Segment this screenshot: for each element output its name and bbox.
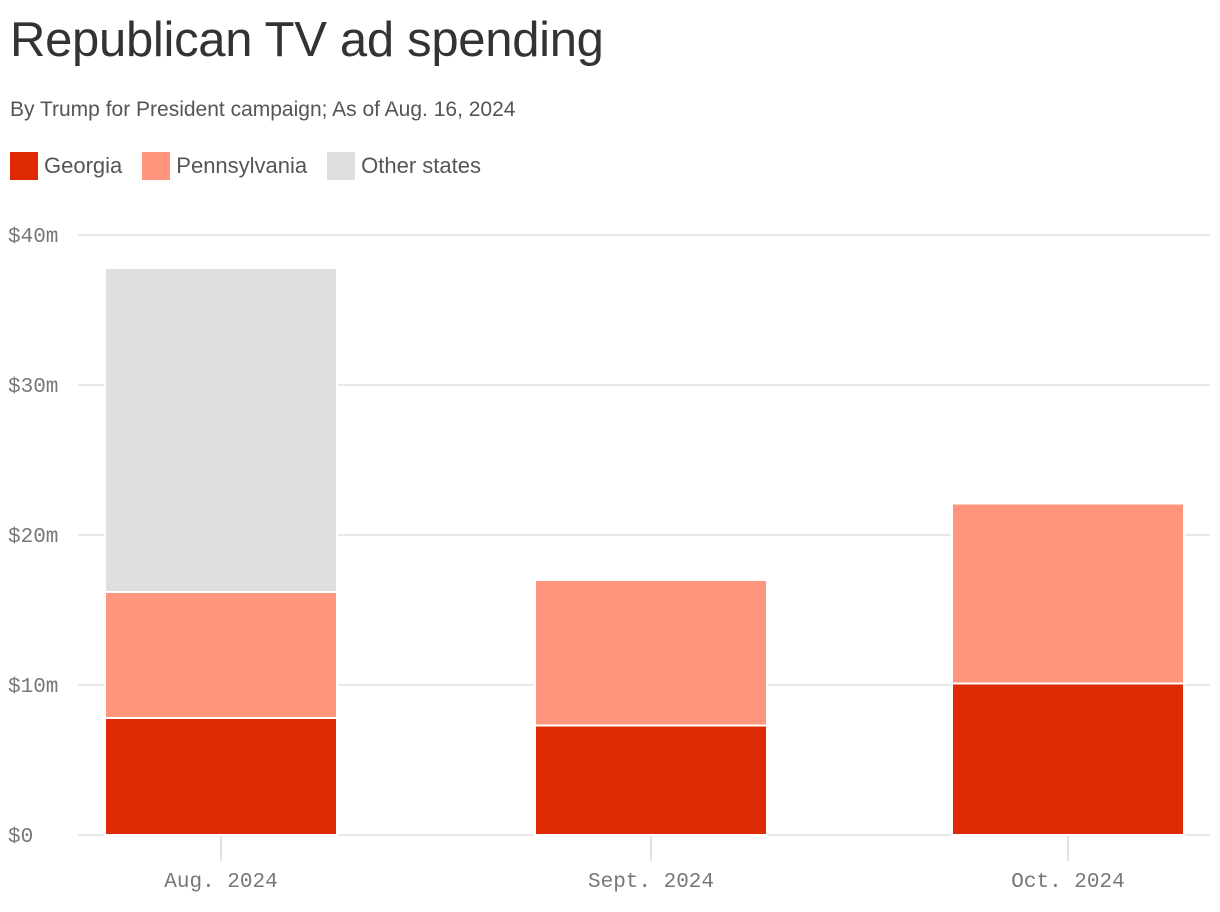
legend-swatch-other-states [327,152,356,180]
chart-legend: Georgia Pennsylvania Other states [10,152,481,180]
legend-label-pennsylvania: Pennsylvania [176,153,308,178]
bar-segment [104,267,338,593]
bar-segment [534,579,768,727]
y-tick-label: $30m [8,376,58,399]
y-tick-label: $40m [8,226,58,249]
legend-item-pennsylvania: Pennsylvania [142,152,307,180]
bar-segment [104,717,338,836]
chart-subtitle: By Trump for President campaign; As of A… [10,98,516,121]
bar-segment [951,682,1185,836]
legend-label-georgia: Georgia [44,153,123,178]
legend-item-other-states: Other states [327,152,481,180]
legend-item-georgia: Georgia [10,152,122,180]
legend-swatch-pennsylvania [142,152,171,180]
y-tick-label: $20m [8,526,58,549]
chart-title: Republican TV ad spending [10,13,604,67]
bar-segment [951,502,1185,685]
y-tick-label: $10m [8,676,58,699]
y-tick-label: $0 [8,826,33,849]
bar-segment [104,591,338,719]
legend-label-other-states: Other states [361,153,481,178]
x-tick-label: Sept. 2024 [588,871,714,894]
x-tick-label: Oct. 2024 [1011,871,1124,894]
legend-swatch-georgia [10,152,38,180]
x-tick-label: Aug. 2024 [164,871,277,894]
bar-segment [534,724,768,836]
